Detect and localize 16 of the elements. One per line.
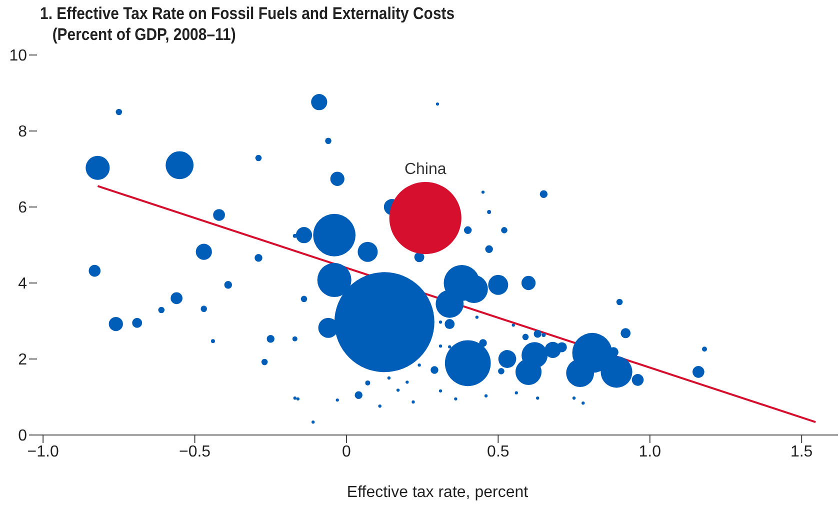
chart-subtitle: (Percent of GDP, 2008–11) — [51, 24, 237, 45]
y-tick-label: 0 — [18, 428, 28, 445]
x-tick-label: 1.5 — [790, 443, 813, 460]
series-label: China — [404, 160, 446, 178]
y-tick-label: 2 — [18, 352, 28, 369]
chart-title: 1. Effective Tax Rate on Fossil Fuels and Externality Costs — [40, 3, 455, 24]
x-tick-label: 0.5 — [487, 443, 510, 460]
x-axis-title: Effective tax rate, percent — [346, 484, 529, 501]
y-tick-label: 4 — [18, 276, 28, 293]
x-tick-label: 1.0 — [638, 443, 662, 460]
y-tick-label: 10 — [9, 48, 28, 65]
y-tick-label: 6 — [18, 200, 28, 217]
x-tick-label: −0.5 — [178, 443, 211, 460]
x-tick-label: −1.0 — [27, 443, 59, 460]
x-tick-label: 0 — [342, 443, 352, 460]
y-tick-label: 8 — [18, 124, 28, 141]
